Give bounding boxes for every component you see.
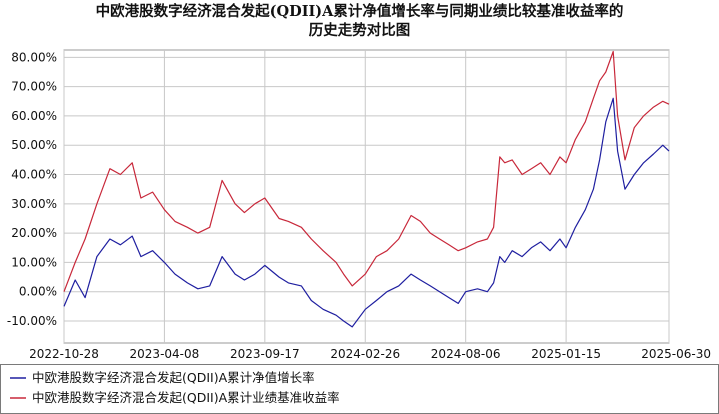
y-tick-label: 40.00% xyxy=(11,168,57,182)
chart-title-line-2: 历史走势对比图 xyxy=(308,22,411,39)
y-axis-ticks: 80.00% 70.00% 60.00% 50.00% 40.00% 30.00% 20.0… xyxy=(7,50,57,328)
y-tick-label: 80.00% xyxy=(11,50,57,64)
series-line-benchmark xyxy=(63,50,670,292)
x-tick-label: 2024-02-26 xyxy=(330,347,400,361)
x-tick-label: 2025-01-15 xyxy=(531,347,601,361)
x-tick-label: 2022-10-28 xyxy=(29,347,99,361)
series-lines xyxy=(63,50,670,328)
x-tick-label: 2023-09-17 xyxy=(230,347,300,361)
x-tick-label: 2023-04-08 xyxy=(130,347,200,361)
x-tick-label: 2024-08-06 xyxy=(431,347,501,361)
x-tick-label: 2025-06-30 xyxy=(641,347,711,361)
chart-title: 中欧港股数字经济混合发起(QDII)A累计净值增长率与同期业绩比较基准收益率的 … xyxy=(0,2,719,40)
y-tick-label: 50.00% xyxy=(11,138,57,152)
chart-title-line-1: 中欧港股数字经济混合发起(QDII)A累计净值增长率与同期业绩比较基准收益率的 xyxy=(95,3,624,20)
plot-area xyxy=(63,49,670,344)
legend-label-nav: 中欧港股数字经济混合发起(QDII)A累计净值增长率 xyxy=(32,370,315,385)
grid-lines xyxy=(63,50,670,343)
x-axis-ticks: 2022-10-28 2023-04-08 2023-09-17 2024-02-26… xyxy=(29,347,711,361)
y-tick-label: 70.00% xyxy=(11,80,57,94)
series-line-nav xyxy=(63,97,670,328)
y-tick-label: 60.00% xyxy=(11,109,57,123)
legend-box xyxy=(0,364,719,414)
y-tick-label: 10.00% xyxy=(11,255,57,269)
legend-label-benchmark: 中欧港股数字经济混合发起(QDII)A累计业绩基准收益率 xyxy=(32,390,340,405)
y-tick-label: -10.00% xyxy=(7,314,57,328)
y-tick-label: 30.00% xyxy=(11,197,57,211)
y-tick-label: 0.00% xyxy=(19,285,57,299)
y-tick-label: 20.00% xyxy=(11,226,57,240)
